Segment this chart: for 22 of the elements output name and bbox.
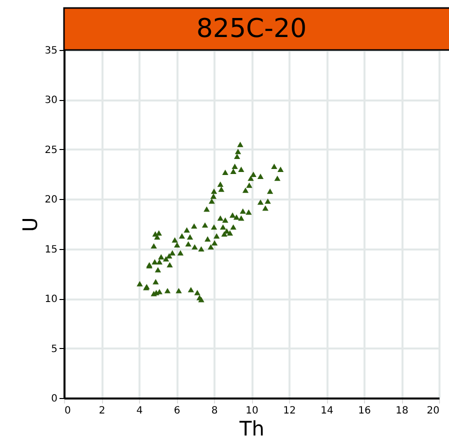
y-tick-label: 10 — [44, 294, 58, 306]
x-tick-label: 4 — [136, 406, 143, 416]
y-tick-label: 15 — [44, 244, 58, 256]
x-tick-label: 20 — [426, 406, 440, 416]
x-tick-label: 18 — [396, 406, 408, 416]
y-tick-label: 5 — [51, 344, 58, 355]
y-tick-label: 20 — [44, 194, 58, 206]
y-tick-label: 35 — [44, 46, 58, 56]
y-axis-title: U — [18, 217, 42, 232]
x-tick-label: 6 — [174, 406, 180, 416]
y-tick-label: 0 — [51, 394, 58, 404]
x-tick-label: 16 — [358, 406, 371, 416]
x-tick-label: 2 — [98, 406, 106, 416]
chart-title: 825C-20 — [196, 14, 307, 44]
x-tick-label: 10 — [246, 406, 258, 416]
y-tick-label: 30 — [44, 95, 58, 106]
x-tick-label: 8 — [211, 406, 218, 416]
x-tick-label: 14 — [320, 406, 334, 416]
y-tick-label: 25 — [44, 144, 58, 156]
x-tick-label: 12 — [283, 406, 296, 416]
x-tick-label: 0 — [64, 406, 71, 416]
x-axis-title: Th — [238, 416, 264, 440]
